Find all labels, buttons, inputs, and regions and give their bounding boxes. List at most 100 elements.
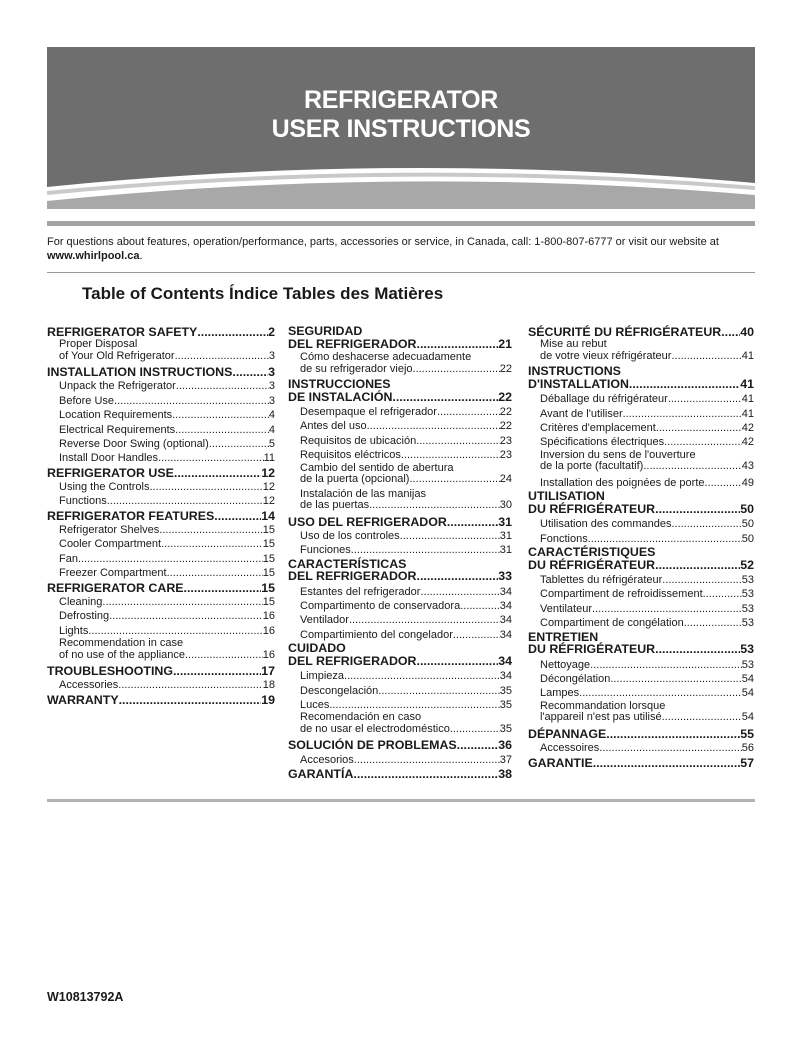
dot-leader	[592, 602, 742, 616]
dot-leader	[662, 712, 742, 724]
toc-subsection-entry[interactable]: Tablettes du réfrigérateur 53	[528, 573, 754, 587]
toc-subsection-entry[interactable]: Electrical Requirements 4	[47, 423, 275, 437]
dot-leader	[109, 609, 263, 623]
toc-subsection-entry[interactable]: Ventilador 34	[288, 613, 512, 627]
toc-page-number: 54	[741, 673, 754, 686]
toc-subsection-entry[interactable]: Critères d'emplacement 42	[528, 421, 754, 435]
toc-page-number: 34	[499, 670, 512, 683]
toc-entry-label: WARRANTY	[47, 692, 119, 707]
toc-subsection-entry[interactable]: Utilisation des commandes 50	[528, 517, 754, 531]
toc-subsection-entry[interactable]: Recomendación en caso de no usar el elect…	[288, 712, 512, 738]
toc-subsection-entry[interactable]: Instalación de las manijas de las puertas…	[288, 488, 512, 515]
toc-section-entry[interactable]: GARANTIE 57	[528, 756, 754, 770]
toc-section-entry[interactable]: DÉPANNAGE 55	[528, 727, 754, 741]
toc-subsection-entry[interactable]: Freezer Compartment 15	[47, 566, 275, 580]
toc-subsection-entry[interactable]: Compartiment de refroidissement 53	[528, 587, 754, 601]
toc-section-entry[interactable]: REFRIGERATOR USE 12	[47, 466, 275, 480]
toc-subsection-entry[interactable]: Descongelación 35	[288, 684, 512, 698]
toc-subsection-entry[interactable]: Recommendation in case of no use of the a…	[47, 638, 275, 664]
dot-leader	[114, 394, 269, 408]
toc-page-number: 5	[268, 438, 275, 451]
toc-subsection-entry[interactable]: Accessoires 56	[528, 741, 754, 755]
toc-entry-label: REFRIGERATOR USE	[47, 465, 174, 480]
toc-section-entry[interactable]: REFRIGERATOR SAFETY 2	[47, 325, 275, 339]
toc-page-number: 31	[498, 514, 512, 529]
toc-page-number: 54	[741, 687, 754, 700]
toc-subsection-entry[interactable]: Funciones 31	[288, 543, 512, 557]
toc-subsection-entry[interactable]: Reverse Door Swing (optional) 5	[47, 437, 275, 451]
toc-section-entry[interactable]: INSTALLATION INSTRUCTIONS 3	[47, 365, 275, 379]
dot-leader	[214, 509, 261, 523]
toc-subsection-entry[interactable]: Recommandation lorsque l'appareil n'est p…	[528, 700, 754, 727]
toc-subsection-entry[interactable]: Compartiment de congélation 53	[528, 616, 754, 630]
toc-subsection-entry[interactable]: Cómo deshacerse adecuadamente de su refri…	[288, 351, 512, 378]
toc-subsection-entry[interactable]: Accesorios 37	[288, 753, 512, 767]
toc-section-entry[interactable]: REFRIGERATOR FEATURES 14	[47, 509, 275, 523]
toc-subsection-entry[interactable]: Limpieza 34	[288, 669, 512, 683]
toc-subsection-entry[interactable]: Lampes 54	[528, 686, 754, 700]
toc-subsection-entry[interactable]: Compartimiento del congelador 34	[288, 628, 512, 642]
toc-subsection-entry[interactable]: Uso de los controles 31	[288, 529, 512, 543]
toc-subsection-entry[interactable]: Déballage du réfrigérateur 41	[528, 392, 754, 406]
toc-subsection-entry[interactable]: Estantes del refrigerador 34	[288, 585, 512, 599]
toc-section-entry[interactable]: WARRANTY 19	[47, 693, 275, 707]
toc-page-number: 37	[499, 753, 512, 766]
toc-subsection-entry[interactable]: Cleaning 15	[47, 595, 275, 609]
dot-leader	[588, 532, 742, 546]
dot-leader	[378, 684, 499, 698]
toc-subsection-entry[interactable]: Location Requirements 4	[47, 408, 275, 422]
toc-entry-label: de su refrigerador viejo	[300, 362, 413, 375]
toc-subsection-entry[interactable]: Requisitos eléctricos 23	[288, 448, 512, 462]
dot-leader	[158, 451, 264, 465]
toc-section-entry[interactable]: REFRIGERATOR CARE 15	[47, 581, 275, 595]
toc-subsection-entry[interactable]: Before Use 3	[47, 394, 275, 408]
toc-subsection-entry[interactable]: Accessories 18	[47, 678, 275, 692]
toc-subsection-entry[interactable]: Mise au rebut de votre vieux réfrigérateu…	[528, 339, 754, 365]
toc-subsection-entry[interactable]: Spécifications électriques 42	[528, 435, 754, 449]
toc-page-number: 41	[741, 407, 754, 420]
toc-section-entry[interactable]: SOLUCIÓN DE PROBLEMAS 36	[288, 738, 512, 752]
toc-subsection-entry[interactable]: Nettoyage 53	[528, 658, 754, 672]
toc-subsection-entry[interactable]: Cambio del sentido de abertura de la puer…	[288, 462, 512, 489]
toc-page-number: 35	[499, 684, 512, 697]
toc-subsection-entry[interactable]: Unpack the Refrigerator 3	[47, 379, 275, 393]
toc-subsection-entry[interactable]: Ventilateur 53	[528, 602, 754, 616]
toc-subsection-entry[interactable]: Fonctions 50	[528, 532, 754, 546]
toc-section-entry[interactable]: TROUBLESHOOTING 17	[47, 664, 275, 678]
toc-subsection-entry[interactable]: Functions 12	[47, 494, 275, 508]
website-link[interactable]: www.whirlpool.ca	[47, 249, 140, 262]
toc-subsection-entry[interactable]: Avant de l'utiliser 41	[528, 407, 754, 421]
toc-section-entry[interactable]: GARANTÍA 38	[288, 767, 512, 781]
toc-subsection-entry[interactable]: Defrosting 16	[47, 609, 275, 623]
toc-subsection-entry[interactable]: Compartimento de conservadora 34	[288, 599, 512, 613]
divider-line	[47, 272, 755, 273]
toc-subsection-entry[interactable]: Lights 16	[47, 624, 275, 638]
toc-subsection-entry[interactable]: Requisitos de ubicación 23	[288, 434, 512, 448]
toc-subsection-entry[interactable]: Cooler Compartment 15	[47, 537, 275, 551]
toc-subsection-entry[interactable]: Fan 15	[47, 552, 275, 566]
toc-subsection-entry[interactable]: Desempaque el refrigerador 22	[288, 405, 512, 419]
toc-subsection-entry[interactable]: Luces 35	[288, 698, 512, 712]
toc-subsection-entry[interactable]: Antes del uso 22	[288, 419, 512, 433]
toc-subsection-entry[interactable]: Using the Controls 12	[47, 480, 275, 494]
toc-page-number: 15	[262, 524, 275, 537]
toc-section-entry[interactable]: SÉCURITÉ DU RÉFRIGÉRATEUR 40	[528, 325, 754, 339]
toc-subsection-entry[interactable]: Installation des poignées de porte 49	[528, 476, 754, 490]
toc-page-number: 41	[740, 376, 754, 391]
toc-subsection-entry[interactable]: Inversion du sens de l'ouverture de la po…	[528, 449, 754, 476]
toc-entry-label: de las puertas	[300, 499, 370, 512]
toc-subsection-entry[interactable]: Install Door Handles 11	[47, 451, 275, 465]
dot-leader	[599, 741, 741, 755]
toc-subsection-entry[interactable]: Décongélation 54	[528, 672, 754, 686]
toc-subsection-entry[interactable]: Refrigerator Shelves 15	[47, 523, 275, 537]
toc-section-entry[interactable]: USO DEL REFRIGERADOR 31	[288, 515, 512, 529]
